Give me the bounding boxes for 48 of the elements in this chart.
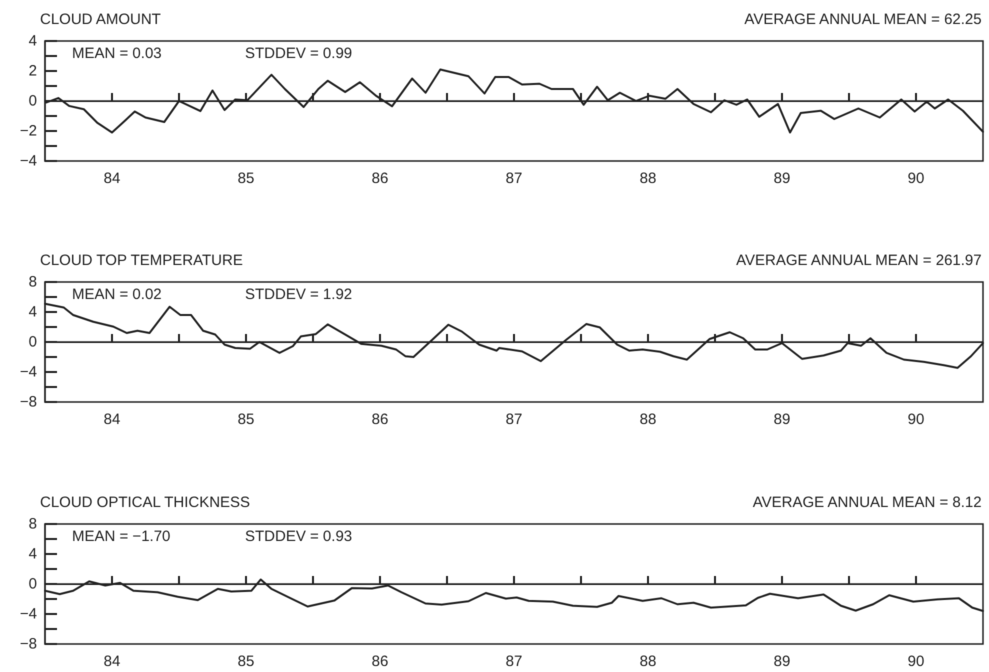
y-tick-label: −2 bbox=[20, 122, 37, 140]
x-tick-label: 86 bbox=[372, 411, 388, 428]
y-tick-label: 4 bbox=[28, 304, 37, 320]
annotation: MEAN = −1.70 bbox=[72, 528, 170, 545]
annotation: MEAN = 0.03 bbox=[72, 45, 162, 62]
x-tick-label: 86 bbox=[372, 653, 388, 670]
text: AVERAGE ANNUAL MEAN = 8.12 bbox=[752, 494, 982, 511]
x-tick-label: 89 bbox=[774, 170, 790, 187]
x-tick-label: 84 bbox=[104, 170, 120, 187]
x-tick-label: 90 bbox=[908, 170, 924, 187]
text: AVERAGE ANNUAL MEAN = 62.25 bbox=[744, 11, 982, 28]
y-tick-label: 8 bbox=[28, 516, 37, 532]
annotation: MEAN = 0.02 bbox=[72, 286, 162, 303]
y-tick-label: 4 bbox=[28, 32, 37, 50]
x-tick-label: 87 bbox=[506, 411, 522, 428]
text: AVERAGE ANNUAL MEAN = 261.97 bbox=[736, 252, 982, 269]
x-tick-label: 90 bbox=[908, 411, 924, 428]
chart-title: CLOUD AMOUNT bbox=[40, 11, 161, 28]
y-tick-label: 0 bbox=[28, 92, 37, 110]
y-tick-label: −8 bbox=[20, 636, 37, 652]
x-tick-label: 88 bbox=[640, 170, 656, 187]
y-tick-label: 0 bbox=[28, 576, 37, 592]
y-tick-label: 4 bbox=[28, 546, 37, 562]
x-tick-label: 85 bbox=[238, 411, 254, 428]
x-tick-label: 88 bbox=[640, 411, 656, 428]
y-tick-label: 8 bbox=[28, 274, 37, 290]
x-tick-label: 90 bbox=[908, 653, 924, 670]
annotation: STDDEV = 1.92 bbox=[245, 286, 352, 303]
annotation: STDDEV = 0.93 bbox=[245, 528, 352, 545]
x-tick-label: 86 bbox=[372, 170, 388, 187]
y-tick-label: −4 bbox=[20, 152, 37, 170]
x-tick-label: 84 bbox=[104, 653, 120, 670]
y-tick-label: −4 bbox=[20, 364, 37, 380]
x-tick-label: 88 bbox=[640, 653, 656, 670]
x-tick-label: 84 bbox=[104, 411, 120, 428]
x-tick-label: 89 bbox=[774, 653, 790, 670]
x-tick-label: 87 bbox=[506, 170, 522, 187]
y-tick-label: −8 bbox=[20, 394, 37, 410]
y-tick-label: 2 bbox=[28, 62, 37, 80]
x-tick-label: 89 bbox=[774, 411, 790, 428]
chart-title: CLOUD OPTICAL THICKNESS bbox=[40, 494, 250, 511]
x-tick-label: 85 bbox=[238, 170, 254, 187]
y-tick-label: −4 bbox=[20, 606, 37, 622]
y-tick-label: 0 bbox=[28, 334, 37, 350]
x-tick-label: 87 bbox=[506, 653, 522, 670]
annotation: STDDEV = 0.99 bbox=[245, 45, 352, 62]
x-tick-label: 85 bbox=[238, 653, 254, 670]
chart-title: CLOUD TOP TEMPERATURE bbox=[40, 252, 243, 269]
